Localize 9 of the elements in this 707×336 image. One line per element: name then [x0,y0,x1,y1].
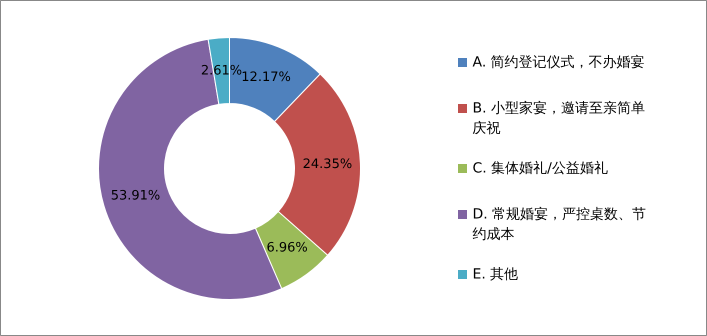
data-label: 53.91% [110,188,160,204]
legend-label: D. 常规婚宴，严控桌数、节约成本 [472,206,646,242]
data-label: 12.17% [241,70,291,86]
legend-label: E. 其他 [472,266,518,282]
legend-label: C. 集体婚礼/公益婚礼 [472,160,608,176]
data-label: 6.96% [266,240,308,256]
legend-label: B. 小型家宴，邀请至亲简单庆祝 [472,100,646,136]
data-label: 24.35% [302,156,352,172]
legend-label: A. 简约登记仪式，不办婚宴 [472,54,645,70]
